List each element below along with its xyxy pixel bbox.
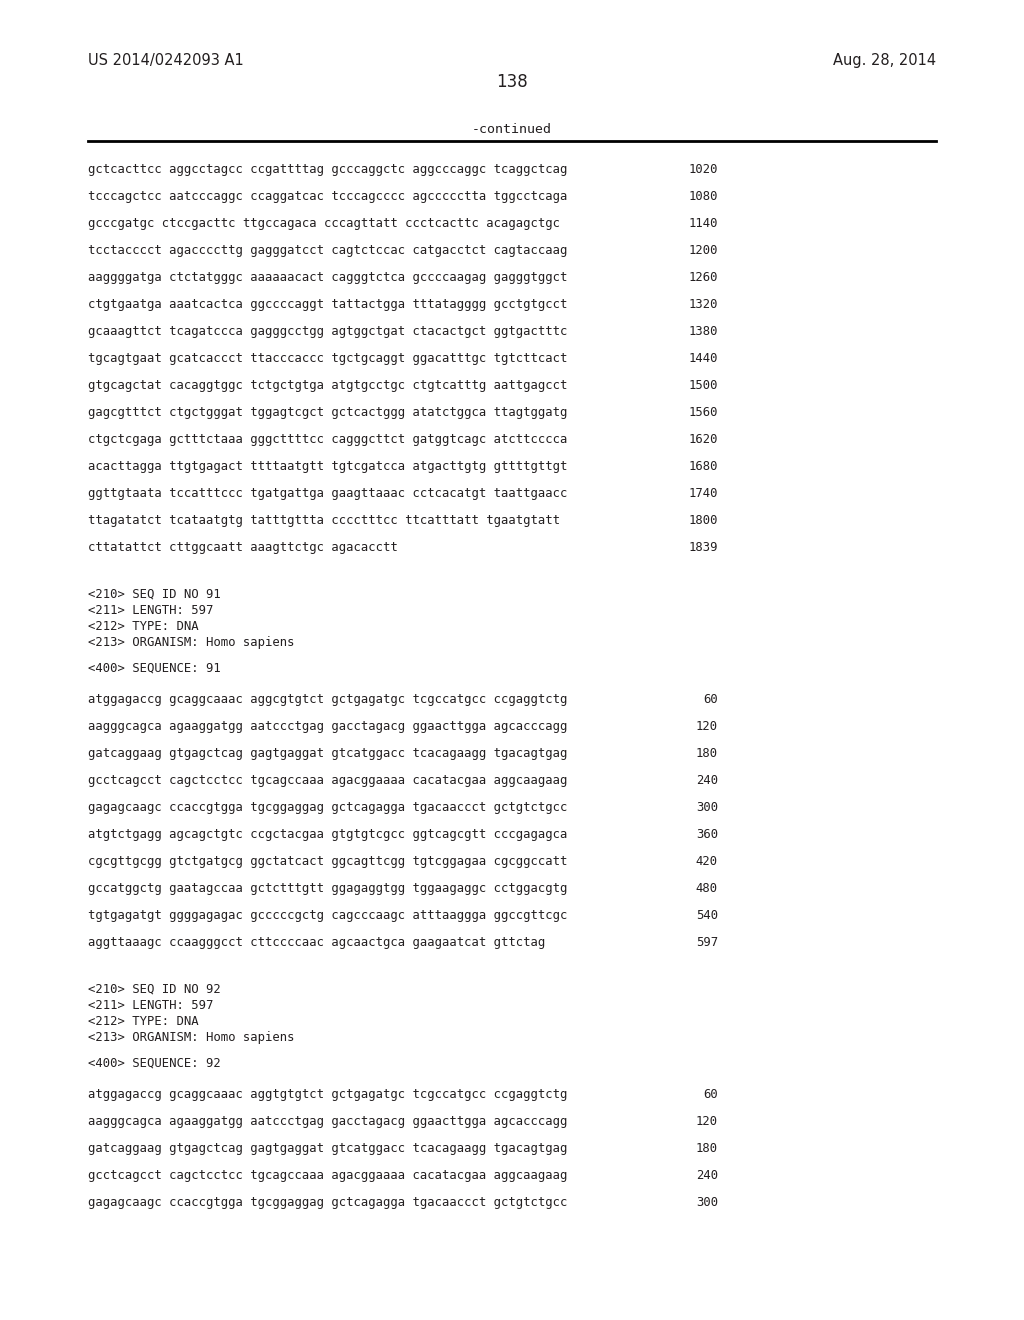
Text: aagggcagca agaaggatgg aatccctgag gacctagacg ggaacttgga agcacccagg: aagggcagca agaaggatgg aatccctgag gacctag…: [88, 1115, 567, 1129]
Text: 1740: 1740: [688, 487, 718, 500]
Text: <210> SEQ ID NO 91: <210> SEQ ID NO 91: [88, 587, 221, 601]
Text: <211> LENGTH: 597: <211> LENGTH: 597: [88, 999, 213, 1012]
Text: tgcagtgaat gcatcaccct ttacccaccc tgctgcaggt ggacatttgc tgtcttcact: tgcagtgaat gcatcaccct ttacccaccc tgctgca…: [88, 352, 567, 366]
Text: gagagcaagc ccaccgtgga tgcggaggag gctcagagga tgacaaccct gctgtctgcc: gagagcaagc ccaccgtgga tgcggaggag gctcaga…: [88, 801, 567, 814]
Text: US 2014/0242093 A1: US 2014/0242093 A1: [88, 53, 244, 69]
Text: aggttaaagc ccaagggcct cttccccaac agcaactgca gaagaatcat gttctag: aggttaaagc ccaagggcct cttccccaac agcaact…: [88, 936, 545, 949]
Text: <212> TYPE: DNA: <212> TYPE: DNA: [88, 1015, 199, 1028]
Text: acacttagga ttgtgagact ttttaatgtt tgtcgatcca atgacttgtg gttttgttgt: acacttagga ttgtgagact ttttaatgtt tgtcgat…: [88, 459, 567, 473]
Text: gcaaagttct tcagatccca gagggcctgg agtggctgat ctacactgct ggtgactttc: gcaaagttct tcagatccca gagggcctgg agtggct…: [88, 325, 567, 338]
Text: 1020: 1020: [688, 162, 718, 176]
Text: 1380: 1380: [688, 325, 718, 338]
Text: <400> SEQUENCE: 92: <400> SEQUENCE: 92: [88, 1057, 221, 1071]
Text: 300: 300: [696, 801, 718, 814]
Text: ctgctcgaga gctttctaaa gggcttttcc cagggcttct gatggtcagc atcttcccca: ctgctcgaga gctttctaaa gggcttttcc cagggct…: [88, 433, 567, 446]
Text: gagcgtttct ctgctgggat tggagtcgct gctcactggg atatctggca ttagtggatg: gagcgtttct ctgctgggat tggagtcgct gctcact…: [88, 407, 567, 418]
Text: 1800: 1800: [688, 513, 718, 527]
Text: 480: 480: [696, 882, 718, 895]
Text: 1560: 1560: [688, 407, 718, 418]
Text: cgcgttgcgg gtctgatgcg ggctatcact ggcagttcgg tgtcggagaa cgcggccatt: cgcgttgcgg gtctgatgcg ggctatcact ggcagtt…: [88, 855, 567, 869]
Text: 240: 240: [696, 1170, 718, 1181]
Text: 120: 120: [696, 719, 718, 733]
Text: ggttgtaata tccatttccc tgatgattga gaagttaaac cctcacatgt taattgaacc: ggttgtaata tccatttccc tgatgattga gaagtta…: [88, 487, 567, 500]
Text: 1200: 1200: [688, 244, 718, 257]
Text: -continued: -continued: [472, 123, 552, 136]
Text: <213> ORGANISM: Homo sapiens: <213> ORGANISM: Homo sapiens: [88, 636, 295, 649]
Text: 360: 360: [696, 828, 718, 841]
Text: <212> TYPE: DNA: <212> TYPE: DNA: [88, 620, 199, 634]
Text: 180: 180: [696, 747, 718, 760]
Text: <400> SEQUENCE: 91: <400> SEQUENCE: 91: [88, 663, 221, 675]
Text: <210> SEQ ID NO 92: <210> SEQ ID NO 92: [88, 983, 221, 997]
Text: 1440: 1440: [688, 352, 718, 366]
Text: 1680: 1680: [688, 459, 718, 473]
Text: atggagaccg gcaggcaaac aggtgtgtct gctgagatgc tcgccatgcc ccgaggtctg: atggagaccg gcaggcaaac aggtgtgtct gctgaga…: [88, 1088, 567, 1101]
Text: 138: 138: [496, 73, 528, 91]
Text: gatcaggaag gtgagctcag gagtgaggat gtcatggacc tcacagaagg tgacagtgag: gatcaggaag gtgagctcag gagtgaggat gtcatgg…: [88, 1142, 567, 1155]
Text: gccatggctg gaatagccaa gctctttgtt ggagaggtgg tggaagaggc cctggacgtg: gccatggctg gaatagccaa gctctttgtt ggagagg…: [88, 882, 567, 895]
Text: gcctcagcct cagctcctcc tgcagccaaa agacggaaaa cacatacgaa aggcaagaag: gcctcagcct cagctcctcc tgcagccaaa agacgga…: [88, 774, 567, 787]
Text: ttagatatct tcataatgtg tatttgttta cccctttcc ttcatttatt tgaatgtatt: ttagatatct tcataatgtg tatttgttta ccccttt…: [88, 513, 560, 527]
Text: cttatattct cttggcaatt aaagttctgc agacacctt: cttatattct cttggcaatt aaagttctgc agacacc…: [88, 541, 397, 554]
Text: 1620: 1620: [688, 433, 718, 446]
Text: gcctcagcct cagctcctcc tgcagccaaa agacggaaaa cacatacgaa aggcaagaag: gcctcagcct cagctcctcc tgcagccaaa agacgga…: [88, 1170, 567, 1181]
Text: aagggcagca agaaggatgg aatccctgag gacctagacg ggaacttgga agcacccagg: aagggcagca agaaggatgg aatccctgag gacctag…: [88, 719, 567, 733]
Text: tgtgagatgt ggggagagac gcccccgctg cagcccaagc atttaaggga ggccgttcgc: tgtgagatgt ggggagagac gcccccgctg cagccca…: [88, 909, 567, 921]
Text: Aug. 28, 2014: Aug. 28, 2014: [833, 53, 936, 69]
Text: atgtctgagg agcagctgtc ccgctacgaa gtgtgtcgcc ggtcagcgtt cccgagagca: atgtctgagg agcagctgtc ccgctacgaa gtgtgtc…: [88, 828, 567, 841]
Text: tcctacccct agaccccttg gagggatcct cagtctccac catgacctct cagtaccaag: tcctacccct agaccccttg gagggatcct cagtctc…: [88, 244, 567, 257]
Text: 1080: 1080: [688, 190, 718, 203]
Text: 240: 240: [696, 774, 718, 787]
Text: aaggggatga ctctatgggc aaaaaacact cagggtctca gccccaagag gagggtggct: aaggggatga ctctatgggc aaaaaacact cagggtc…: [88, 271, 567, 284]
Text: 597: 597: [696, 936, 718, 949]
Text: 1140: 1140: [688, 216, 718, 230]
Text: 1260: 1260: [688, 271, 718, 284]
Text: 1839: 1839: [688, 541, 718, 554]
Text: gagagcaagc ccaccgtgga tgcggaggag gctcagagga tgacaaccct gctgtctgcc: gagagcaagc ccaccgtgga tgcggaggag gctcaga…: [88, 1196, 567, 1209]
Text: 300: 300: [696, 1196, 718, 1209]
Text: 1500: 1500: [688, 379, 718, 392]
Text: 420: 420: [696, 855, 718, 869]
Text: <213> ORGANISM: Homo sapiens: <213> ORGANISM: Homo sapiens: [88, 1031, 295, 1044]
Text: tcccagctcc aatcccaggc ccaggatcac tcccagcccc agccccctta tggcctcaga: tcccagctcc aatcccaggc ccaggatcac tcccagc…: [88, 190, 567, 203]
Text: 1320: 1320: [688, 298, 718, 312]
Text: gatcaggaag gtgagctcag gagtgaggat gtcatggacc tcacagaagg tgacagtgag: gatcaggaag gtgagctcag gagtgaggat gtcatgg…: [88, 747, 567, 760]
Text: atggagaccg gcaggcaaac aggcgtgtct gctgagatgc tcgccatgcc ccgaggtctg: atggagaccg gcaggcaaac aggcgtgtct gctgaga…: [88, 693, 567, 706]
Text: <211> LENGTH: 597: <211> LENGTH: 597: [88, 605, 213, 616]
Text: 120: 120: [696, 1115, 718, 1129]
Text: 60: 60: [703, 693, 718, 706]
Text: gcccgatgc ctccgacttc ttgccagaca cccagttatt ccctcacttc acagagctgc: gcccgatgc ctccgacttc ttgccagaca cccagtta…: [88, 216, 560, 230]
Text: gctcacttcc aggcctagcc ccgattttag gcccaggctc aggcccaggc tcaggctcag: gctcacttcc aggcctagcc ccgattttag gcccagg…: [88, 162, 567, 176]
Text: gtgcagctat cacaggtggc tctgctgtga atgtgcctgc ctgtcatttg aattgagcct: gtgcagctat cacaggtggc tctgctgtga atgtgcc…: [88, 379, 567, 392]
Text: 60: 60: [703, 1088, 718, 1101]
Text: 180: 180: [696, 1142, 718, 1155]
Text: 540: 540: [696, 909, 718, 921]
Text: ctgtgaatga aaatcactca ggccccaggt tattactgga tttatagggg gcctgtgcct: ctgtgaatga aaatcactca ggccccaggt tattact…: [88, 298, 567, 312]
